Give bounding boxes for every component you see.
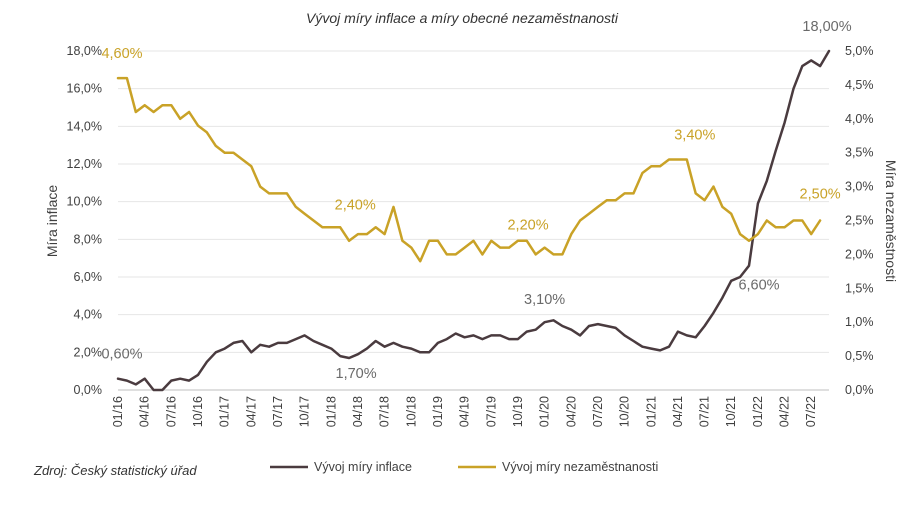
x-tick-label: 01/21 bbox=[644, 396, 658, 427]
y-left-tick-label: 2,0% bbox=[74, 345, 103, 359]
y-right-tick-label: 2,0% bbox=[845, 247, 874, 261]
x-tick-label: 01/17 bbox=[218, 396, 232, 427]
unemployment-data-label: 4,60% bbox=[101, 46, 142, 62]
grid bbox=[118, 50, 829, 391]
y-axis-right-label: Míra nezaměstnosti bbox=[883, 160, 899, 282]
x-tick-label: 10/20 bbox=[618, 396, 632, 427]
y-left-tick-label: 14,0% bbox=[67, 119, 102, 133]
x-tick-label: 07/18 bbox=[378, 396, 392, 427]
y-left-tick-label: 12,0% bbox=[67, 157, 102, 171]
y-right-tick-label: 4,0% bbox=[845, 112, 874, 126]
x-tick-label: 04/20 bbox=[564, 396, 578, 427]
chart-title: Vývoj míry inflace a míry obecné nezaměs… bbox=[306, 10, 619, 26]
y-left-tick-label: 16,0% bbox=[67, 82, 102, 96]
inflation-data-label: 1,70% bbox=[336, 366, 377, 382]
y-left-tick-label: 0,0% bbox=[74, 383, 103, 397]
x-tick-label: 10/17 bbox=[298, 396, 312, 427]
unemployment-data-label: 2,50% bbox=[800, 187, 841, 203]
x-tick-label: 07/17 bbox=[271, 396, 285, 427]
y-axis-left: 0,0% 2,0% 4,0% 6,0% 8,0% 10,0% 12,0% 14,0% 16,0%… bbox=[67, 44, 102, 397]
y-right-tick-label: 4,5% bbox=[845, 78, 874, 92]
y-left-tick-label: 8,0% bbox=[74, 232, 103, 246]
y-right-tick-label: 2,5% bbox=[845, 214, 874, 228]
source-note: Zdroj: Český statistický úřad bbox=[34, 463, 197, 478]
y-left-tick-label: 4,0% bbox=[74, 308, 103, 322]
x-tick-label: 01/19 bbox=[431, 396, 445, 427]
x-tick-label: 07/22 bbox=[804, 396, 818, 427]
y-right-tick-label: 1,0% bbox=[845, 315, 874, 329]
unemployment-data-label: 2,20% bbox=[507, 218, 548, 234]
y-right-tick-label: 0,0% bbox=[845, 383, 874, 397]
unemployment-data-label: 2,40% bbox=[335, 197, 376, 213]
x-tick-label: 01/22 bbox=[751, 396, 765, 427]
x-tick-label: 04/19 bbox=[458, 396, 472, 427]
legend-unemployment: Vývoj míry nezaměstnanosti bbox=[502, 460, 658, 474]
x-tick-label: 04/18 bbox=[351, 396, 365, 427]
legend-inflation: Vývoj míry inflace bbox=[314, 460, 412, 474]
x-tick-label: 04/16 bbox=[138, 396, 152, 427]
x-tick-label: 07/20 bbox=[591, 396, 605, 427]
x-tick-label: 04/21 bbox=[671, 396, 685, 427]
x-tick-label: 10/21 bbox=[724, 396, 738, 427]
y-right-tick-label: 3,0% bbox=[845, 180, 874, 194]
unemployment-data-label: 3,40% bbox=[674, 127, 715, 143]
x-tick-label: 04/22 bbox=[778, 396, 792, 427]
inflation-line bbox=[116, 49, 831, 392]
y-right-tick-label: 0,5% bbox=[845, 349, 874, 363]
x-tick-label: 01/18 bbox=[324, 396, 338, 427]
y-axis-left-label: Míra inflace bbox=[44, 185, 60, 258]
x-tick-label: 07/21 bbox=[698, 396, 712, 427]
x-tick-label: 01/20 bbox=[538, 396, 552, 427]
data-labels: 0,60% 1,70% 3,10% 6,60% 18,00% 4,60% 2,40% 2,20… bbox=[101, 19, 851, 382]
x-tick-label: 07/16 bbox=[164, 396, 178, 427]
y-right-tick-label: 3,5% bbox=[845, 146, 874, 160]
y-left-tick-label: 6,0% bbox=[74, 270, 103, 284]
unemployment-line bbox=[116, 76, 822, 263]
legend: Vývoj míry inflace Vývoj míry nezaměstna… bbox=[270, 460, 658, 474]
x-tick-label: 01/16 bbox=[111, 396, 125, 427]
y-axis-right: 0,0% 0,5% 1,0% 1,5% 2,0% 2,5% 3,0% 3,5% 4,0% 4,5%… bbox=[845, 44, 874, 397]
inflation-data-label: 0,60% bbox=[101, 347, 142, 363]
y-right-tick-label: 1,5% bbox=[845, 281, 874, 295]
x-tick-label: 10/16 bbox=[191, 396, 205, 427]
x-axis: 01/16 04/16 07/16 10/16 01/17 04/17 07/17 10/17… bbox=[111, 389, 829, 427]
y-left-tick-label: 18,0% bbox=[67, 44, 102, 58]
y-right-tick-label: 5,0% bbox=[845, 44, 874, 58]
inflation-data-label: 6,60% bbox=[738, 278, 779, 294]
series-lines bbox=[116, 49, 831, 392]
x-tick-label: 10/19 bbox=[511, 396, 525, 427]
x-tick-label: 10/18 bbox=[404, 396, 418, 427]
y-left-tick-label: 10,0% bbox=[67, 195, 102, 209]
inflation-data-label: 3,10% bbox=[524, 292, 565, 308]
x-tick-label: 07/19 bbox=[484, 396, 498, 427]
inflation-data-label: 18,00% bbox=[802, 19, 851, 35]
x-tick-label: 04/17 bbox=[244, 396, 258, 427]
